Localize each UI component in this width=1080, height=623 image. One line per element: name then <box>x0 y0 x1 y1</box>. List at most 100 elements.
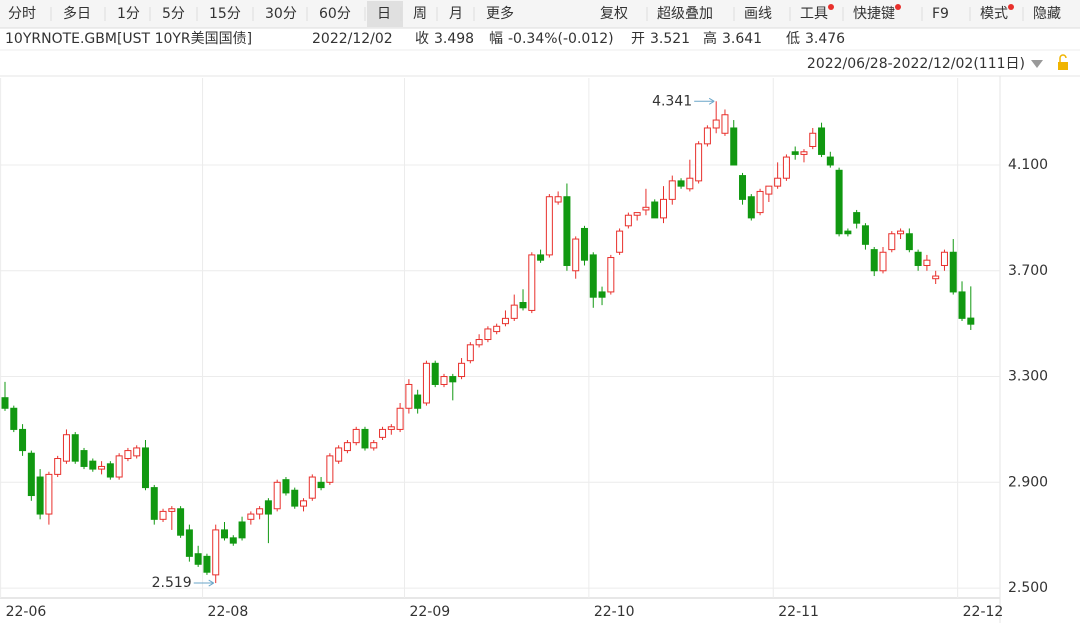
period-tab[interactable]: 更多 <box>486 5 514 22</box>
candle-body <box>387 426 395 430</box>
candle-body <box>115 455 123 478</box>
quote-value: 3.498 <box>434 31 474 47</box>
candle-body <box>458 362 466 378</box>
candle-body <box>598 291 606 298</box>
candle-body <box>370 442 378 449</box>
candle-body <box>405 383 413 409</box>
notify-dot <box>828 4 834 10</box>
period-tab[interactable]: 1分 <box>117 6 140 22</box>
candle-body <box>80 450 88 467</box>
candle-body <box>853 212 861 224</box>
tool-button[interactable]: 隐藏 <box>1033 6 1061 22</box>
candle-body <box>71 434 79 462</box>
candle-body <box>431 362 439 385</box>
candle-body <box>739 175 747 200</box>
candle-body <box>212 529 220 576</box>
x-tick-label: 22-06 <box>6 604 47 620</box>
candle-body <box>563 196 571 266</box>
candle-body <box>221 529 228 539</box>
candle-body <box>826 156 834 166</box>
tool-button[interactable]: 复权 <box>600 5 628 22</box>
candle-body <box>89 460 97 470</box>
candle-body <box>264 500 272 515</box>
x-tick-label: 22-09 <box>409 604 450 620</box>
toolbar-bg <box>0 0 1080 28</box>
candle-body <box>545 196 553 256</box>
candle-body <box>695 143 703 182</box>
candle-body <box>27 452 35 497</box>
range[interactable]: 2022/06/28-2022/12/02(111日) <box>807 56 1025 72</box>
candle-body <box>440 376 448 385</box>
candle-body <box>501 317 509 325</box>
candle-body <box>308 476 316 499</box>
candle-body <box>19 428 27 452</box>
candle-body <box>554 196 562 203</box>
x-tick-label: 22-10 <box>594 604 635 620</box>
candle-body <box>905 233 913 251</box>
candle-body <box>317 481 325 489</box>
candle-body <box>106 463 114 478</box>
candle-body <box>414 394 422 409</box>
candle-body <box>493 325 501 333</box>
candle-body <box>352 428 360 444</box>
y-tick-label: 2.900 <box>1008 474 1048 490</box>
period-tab[interactable]: 日 <box>377 6 391 22</box>
annotation-arrow <box>708 97 715 105</box>
quote-value: 3.476 <box>805 31 845 47</box>
period-tab[interactable]: 15分 <box>209 6 241 22</box>
candle-body <box>607 257 615 293</box>
tool-button[interactable]: 画线 <box>744 6 772 22</box>
quote-value: 3.521 <box>650 31 690 47</box>
candle-body <box>54 458 62 475</box>
quote-label: 高 <box>703 30 717 47</box>
y-tick-label: 3.300 <box>1008 369 1048 385</box>
y-tick-label: 4.100 <box>1008 157 1048 173</box>
period-tab[interactable]: 分时 <box>8 6 36 22</box>
symbol: 10YRNOTE.GBM[UST 10YR美国国债] <box>5 31 252 47</box>
candle-body <box>185 529 193 557</box>
tool-button[interactable]: F9 <box>932 6 949 22</box>
quote-label: 幅 <box>489 31 503 47</box>
candle-body <box>168 508 176 512</box>
candle-body <box>98 465 106 470</box>
candle-body <box>914 251 922 266</box>
tool-button[interactable]: 快捷键 <box>853 6 895 22</box>
tool-button[interactable]: 工具 <box>800 6 828 22</box>
candle-body <box>633 212 641 216</box>
notify-dot <box>895 4 901 10</box>
candle-body <box>335 447 343 462</box>
candle-body <box>247 513 255 520</box>
period-tab[interactable]: 周 <box>413 6 427 22</box>
period-tab[interactable]: 60分 <box>319 6 351 22</box>
candle-body <box>703 127 711 145</box>
candle-body <box>800 151 808 155</box>
range-dropdown[interactable] <box>1031 60 1043 68</box>
candle-body <box>572 238 580 272</box>
candle-body <box>62 434 70 462</box>
candle-body <box>897 230 905 235</box>
candle-body <box>967 317 975 325</box>
candle-body <box>651 201 659 219</box>
quote-value: -0.34%(-0.012) <box>508 31 614 47</box>
notify-dot <box>1008 4 1014 10</box>
candle-body <box>782 156 790 179</box>
candle-body <box>396 407 404 430</box>
x-tick-label: 22-11 <box>778 604 819 620</box>
candle-body <box>923 259 931 266</box>
quote-label: 收 <box>415 31 429 47</box>
candle-body <box>36 476 44 515</box>
tool-button[interactable]: 模式 <box>980 6 1008 22</box>
candle-body <box>528 254 536 311</box>
candle-body <box>756 190 764 214</box>
period-tab[interactable]: 多日 <box>63 5 91 22</box>
quote-value: 3.641 <box>722 31 762 47</box>
lock-icon[interactable] <box>1058 54 1068 70</box>
period-tab[interactable]: 月 <box>449 6 463 22</box>
tool-button[interactable]: 超级叠加 <box>657 6 713 22</box>
candle-body <box>177 508 185 536</box>
period-tab[interactable]: 5分 <box>162 6 185 22</box>
candle-body <box>580 227 588 261</box>
period-tab[interactable]: 30分 <box>265 6 297 22</box>
